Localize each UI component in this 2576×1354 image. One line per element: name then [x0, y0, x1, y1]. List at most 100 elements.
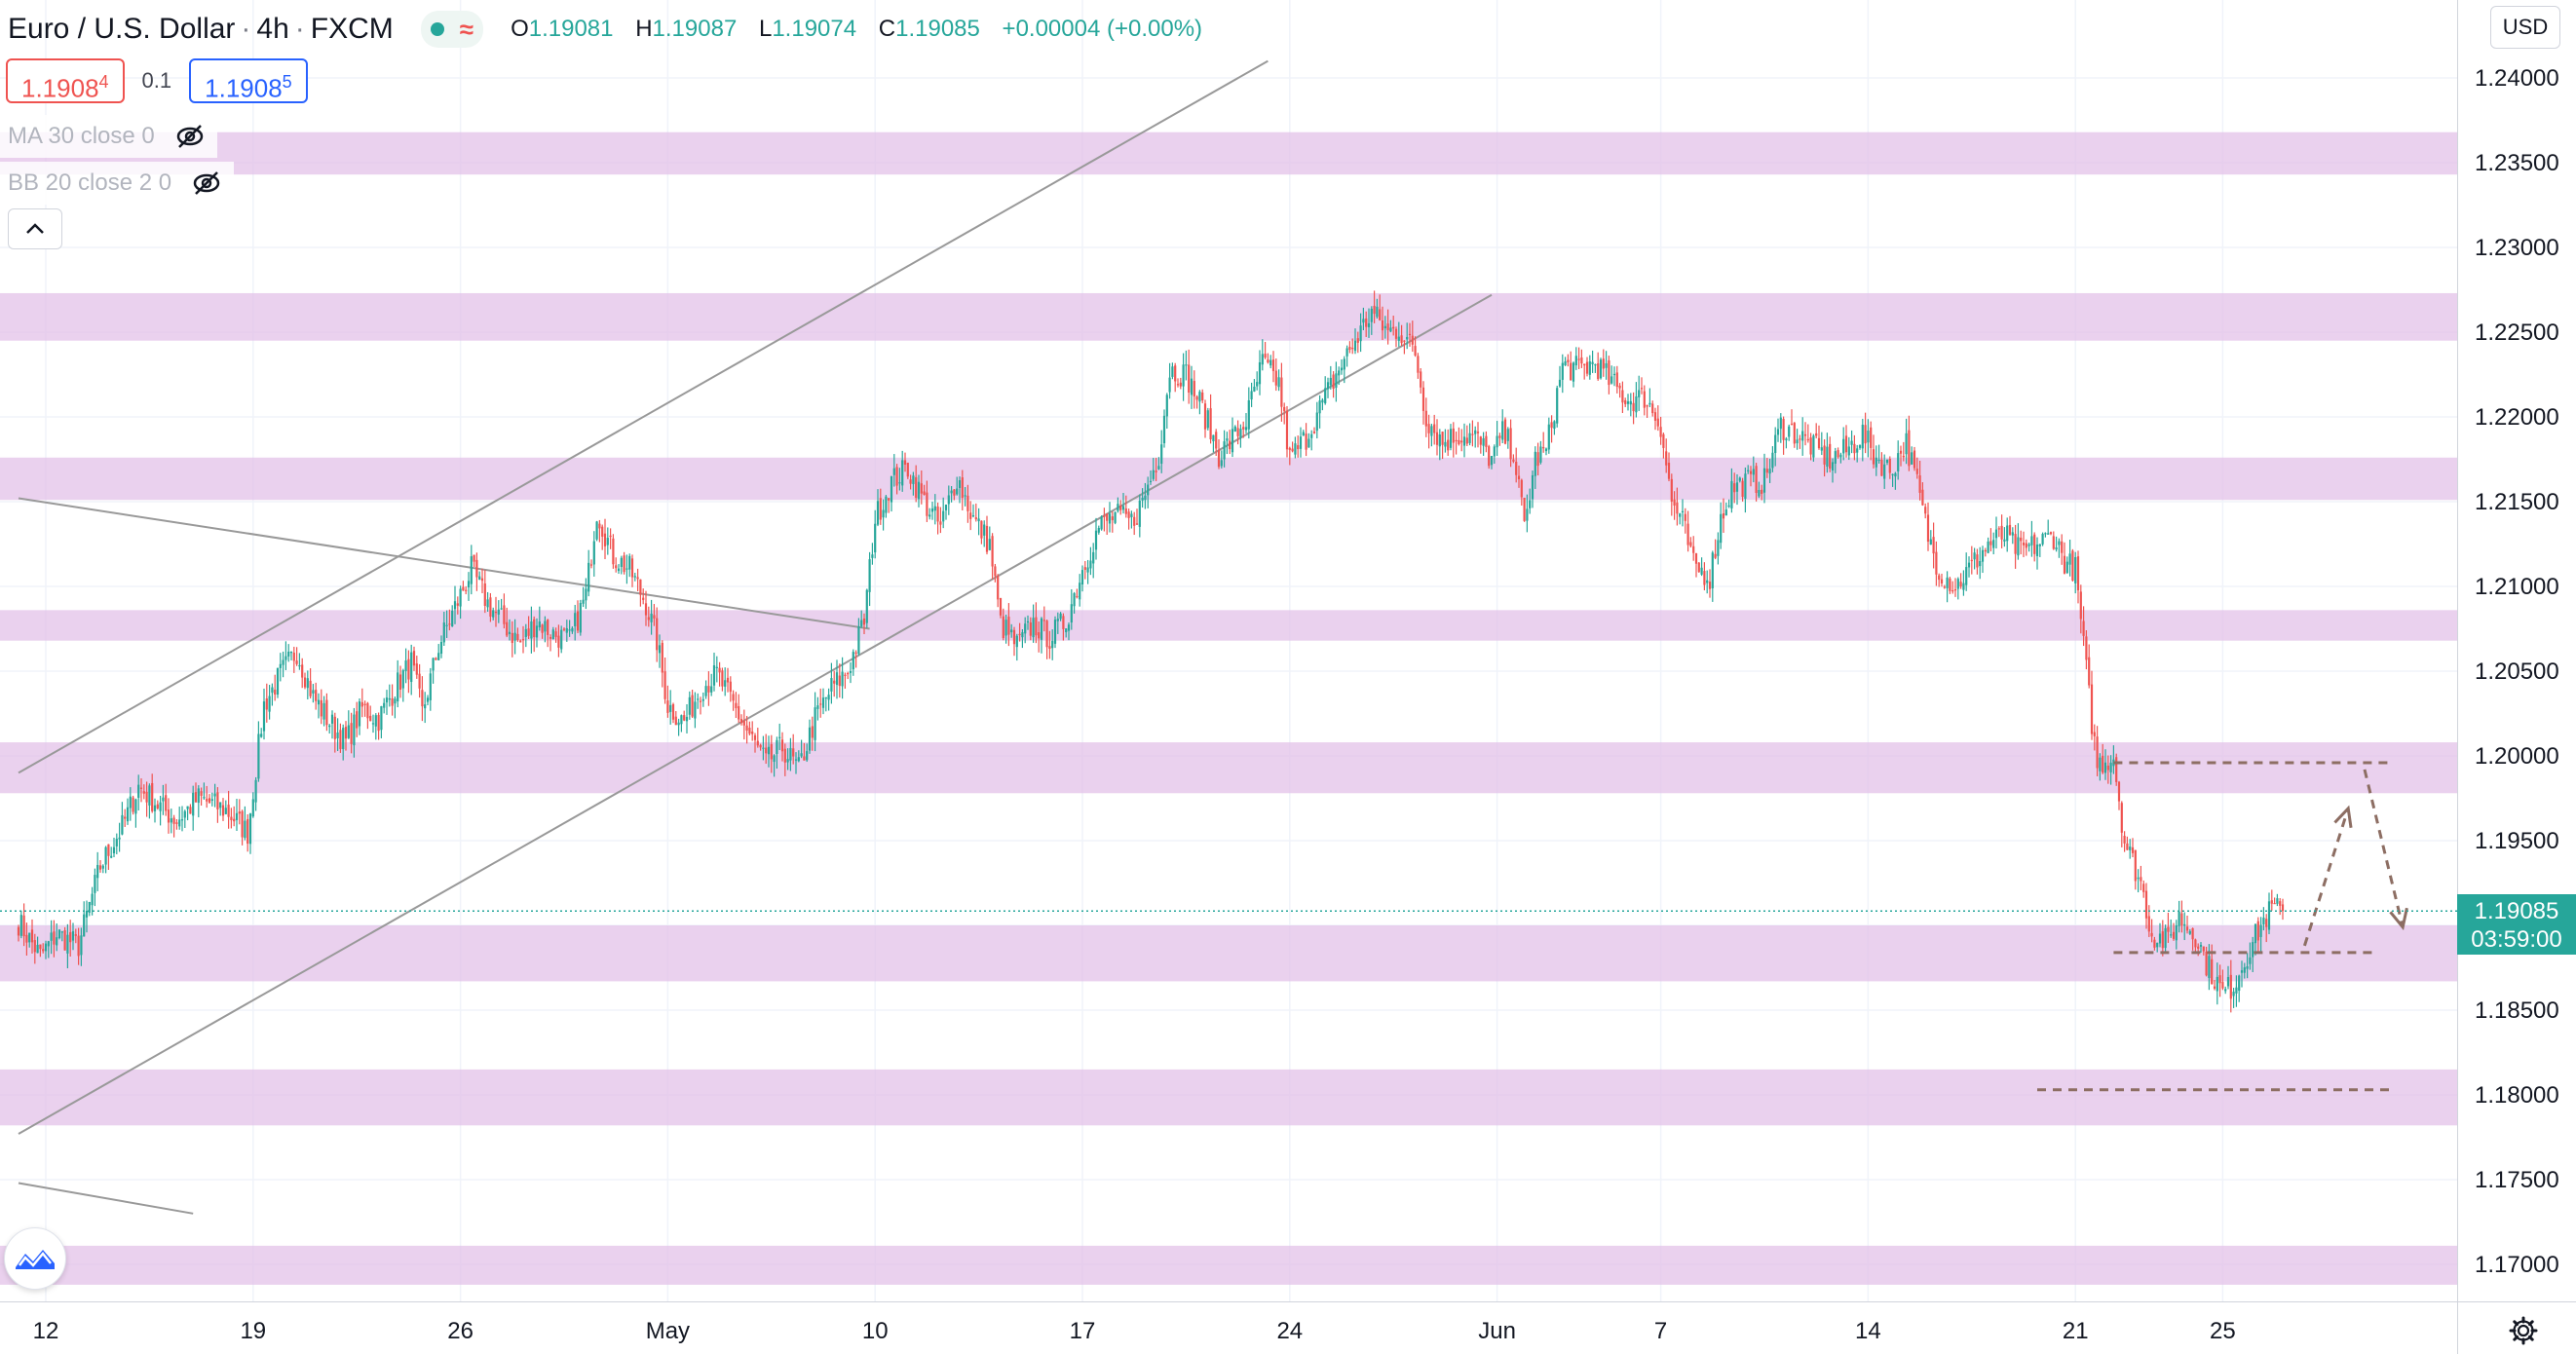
market-status[interactable]: ≈ [420, 11, 484, 48]
candle-body [1520, 479, 1523, 498]
candle-body [330, 714, 334, 724]
candle-body [587, 562, 590, 592]
candle-body [2071, 550, 2074, 582]
symbol-title[interactable]: Euro / U.S. Dollar [8, 13, 236, 45]
candle-body [2259, 924, 2262, 937]
candle-body [369, 715, 372, 722]
candle-body [535, 625, 539, 638]
candle-body [1891, 473, 1894, 475]
candle-body [30, 929, 34, 943]
candle-body [388, 697, 391, 700]
candle-body [516, 633, 519, 641]
candle-body [1965, 567, 1968, 585]
candle-body [582, 599, 585, 604]
candle-body [838, 675, 841, 687]
exchange-label[interactable]: FXCM [310, 13, 394, 45]
candle-body [2238, 975, 2241, 992]
indicator-bb[interactable]: BB 20 close 2 0 [0, 162, 235, 205]
candle-body [1615, 372, 1618, 388]
eye-off-icon[interactable] [172, 119, 208, 154]
candle-body [680, 715, 683, 725]
candle-body [145, 791, 148, 803]
tradingview-logo-icon[interactable] [4, 1227, 66, 1290]
time-tick-label: 12 [33, 1318, 59, 1344]
candle-body [538, 621, 541, 628]
candle-body [1149, 480, 1153, 482]
eye-off-icon[interactable] [189, 166, 224, 201]
candle-body [1335, 373, 1338, 389]
candle-body [765, 747, 768, 754]
candle-body [2126, 843, 2129, 850]
candle-body [1411, 335, 1414, 345]
candle-body [1488, 446, 1491, 467]
candle-body [653, 615, 656, 619]
candle-body [735, 702, 738, 709]
trendlines[interactable] [18, 59, 1493, 1215]
candle-body [210, 799, 213, 802]
candle-body [132, 797, 134, 812]
candle-body [96, 864, 99, 879]
candle-body [1782, 419, 1785, 440]
candle-body [2115, 757, 2118, 782]
candle-body [1877, 459, 1880, 462]
candle-body [1490, 456, 1494, 466]
sell-button[interactable]: 1.19084 [6, 58, 125, 103]
settings-gear-icon[interactable] [2504, 1311, 2543, 1350]
candle-body [865, 589, 868, 623]
candle-body [437, 653, 440, 660]
candle-body [470, 556, 473, 584]
currency-button[interactable]: USD [2490, 6, 2560, 49]
candle-body [592, 541, 595, 565]
candle-body [2131, 846, 2135, 853]
projection-drawing[interactable] [2037, 761, 2408, 1092]
candle-body [991, 536, 994, 567]
close-value: 1.19085 [895, 16, 980, 42]
candle-body [1984, 549, 1987, 552]
candle-body [1070, 604, 1073, 623]
candle-body [1188, 364, 1191, 393]
candle-body [854, 652, 857, 654]
candle-body [39, 944, 42, 950]
candle-body [1517, 475, 1521, 480]
candle-body [1762, 468, 1766, 493]
candle-body [385, 697, 389, 703]
candle-body [1083, 567, 1086, 570]
candle-body [2240, 970, 2244, 973]
candle-body [1239, 429, 1242, 438]
candle-body [1997, 528, 2000, 530]
candle-body [1970, 559, 1973, 562]
candle-body [412, 651, 416, 666]
candle-body [1564, 361, 1567, 366]
candle-body [1482, 437, 1485, 446]
candle-body [320, 699, 322, 717]
candle-body [983, 524, 986, 536]
candle-body [435, 658, 437, 660]
collapse-legend-button[interactable] [8, 208, 62, 249]
candle-body [1599, 359, 1603, 379]
candle-body [1209, 408, 1212, 439]
interval-label[interactable]: 4h [256, 13, 289, 45]
candle-body [2197, 946, 2200, 949]
candle-body [2109, 762, 2112, 772]
candle-body [1741, 480, 1744, 497]
candle-body [2120, 803, 2123, 833]
candle-body [857, 626, 860, 655]
candle-body [2199, 945, 2203, 947]
candle-body [1160, 444, 1163, 465]
candle-body [1024, 623, 1027, 634]
candle-body [612, 538, 615, 565]
candle-body [1124, 508, 1127, 514]
candle-body [2137, 877, 2140, 880]
candle-body [685, 716, 689, 722]
candle-body [206, 799, 208, 802]
candle-body [2103, 762, 2107, 773]
candle-body [2030, 536, 2033, 545]
candle-body [816, 705, 819, 709]
candle-body [1119, 506, 1122, 510]
candle-body [2041, 534, 2044, 545]
indicator-ma[interactable]: MA 30 close 0 [0, 115, 217, 158]
buy-button[interactable]: 1.19085 [189, 58, 308, 103]
candle-body [1567, 359, 1570, 362]
candle-body [71, 931, 75, 941]
